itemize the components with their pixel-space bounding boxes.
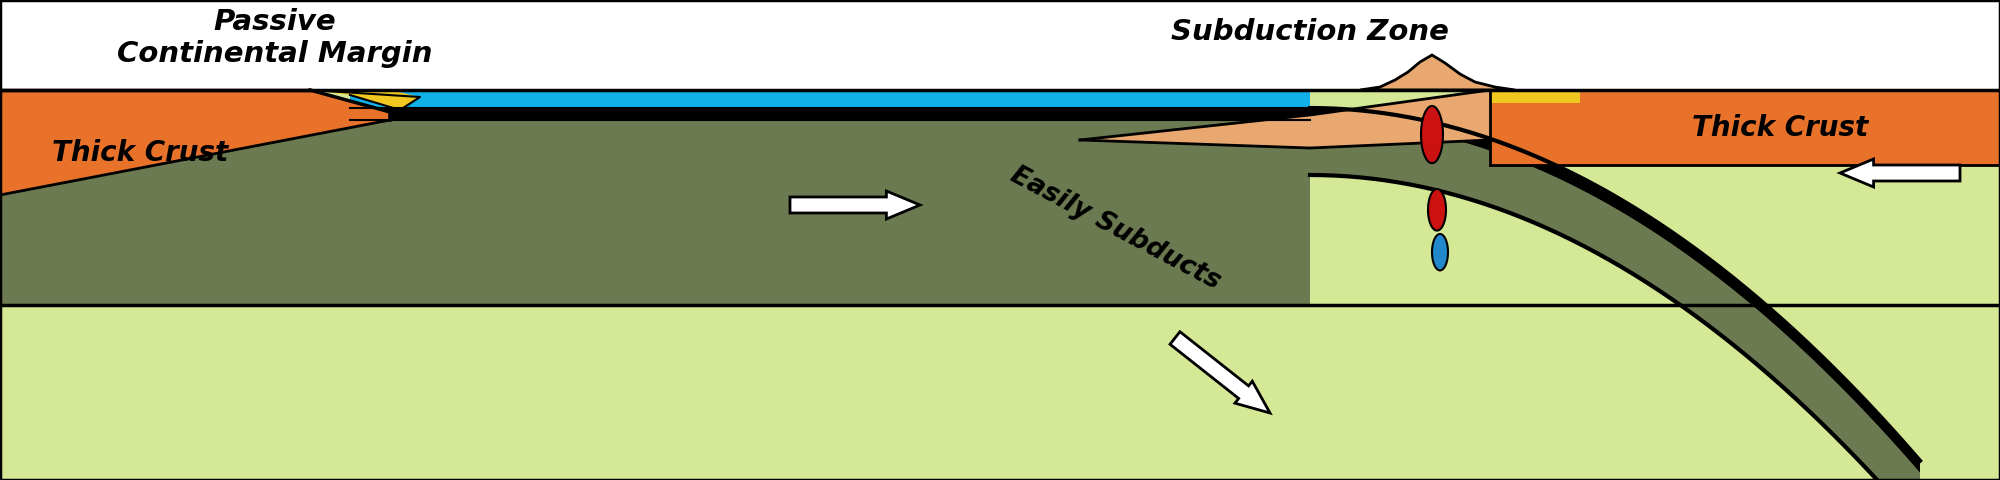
Polygon shape bbox=[1490, 90, 2000, 165]
Polygon shape bbox=[1170, 332, 1270, 413]
Polygon shape bbox=[0, 90, 2000, 480]
Polygon shape bbox=[0, 120, 1310, 305]
Polygon shape bbox=[0, 0, 2000, 90]
Polygon shape bbox=[1490, 90, 1580, 103]
Text: Easily Subducts: Easily Subducts bbox=[1006, 162, 1224, 294]
Polygon shape bbox=[1422, 106, 1442, 163]
Text: Thick Crust: Thick Crust bbox=[1692, 114, 1868, 142]
Polygon shape bbox=[790, 191, 920, 219]
Polygon shape bbox=[1360, 55, 1516, 90]
Polygon shape bbox=[1432, 234, 1448, 270]
Polygon shape bbox=[350, 90, 1310, 108]
Polygon shape bbox=[310, 90, 420, 110]
Polygon shape bbox=[0, 90, 390, 195]
Polygon shape bbox=[1080, 90, 1490, 148]
Polygon shape bbox=[1840, 159, 1960, 187]
Text: Thick Crust: Thick Crust bbox=[52, 139, 228, 167]
Polygon shape bbox=[1310, 120, 1920, 480]
Polygon shape bbox=[1428, 189, 1446, 230]
Polygon shape bbox=[1310, 108, 1920, 473]
Text: Subduction Zone: Subduction Zone bbox=[1172, 18, 1448, 46]
Polygon shape bbox=[350, 108, 1310, 120]
Text: Passive
Continental Margin: Passive Continental Margin bbox=[118, 8, 432, 68]
